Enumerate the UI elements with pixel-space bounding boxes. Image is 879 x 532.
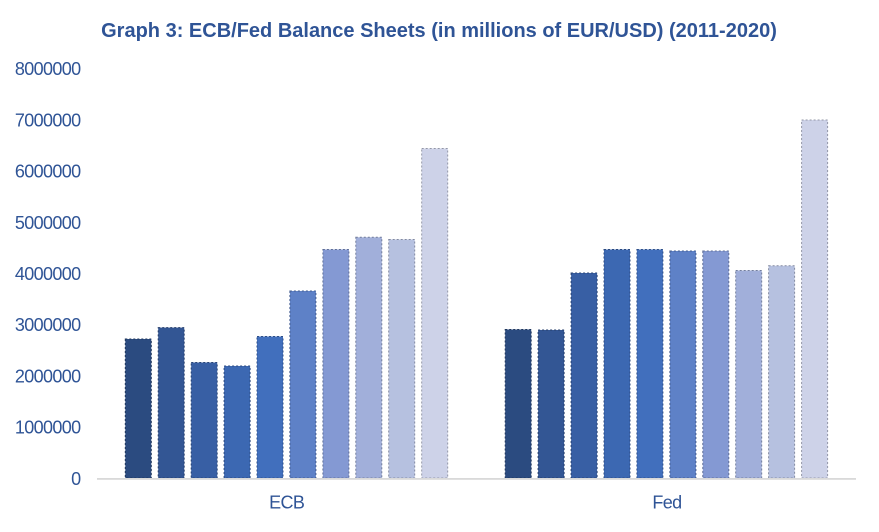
svg-text:0: 0 — [71, 469, 81, 489]
svg-text:8000000: 8000000 — [15, 59, 81, 79]
svg-text:4000000: 4000000 — [15, 264, 81, 284]
svg-text:Fed: Fed — [652, 493, 681, 513]
svg-text:5000000: 5000000 — [15, 213, 81, 233]
svg-text:6000000: 6000000 — [15, 162, 81, 182]
svg-text:1000000: 1000000 — [15, 418, 81, 438]
svg-text:7000000: 7000000 — [15, 110, 81, 130]
svg-text:2000000: 2000000 — [15, 366, 81, 386]
svg-text:3000000: 3000000 — [15, 315, 81, 335]
svg-text:Graph 3: ECB/Fed Balance Sheet: Graph 3: ECB/Fed Balance Sheets (in mill… — [101, 20, 777, 42]
svg-text:ECB: ECB — [269, 493, 305, 513]
